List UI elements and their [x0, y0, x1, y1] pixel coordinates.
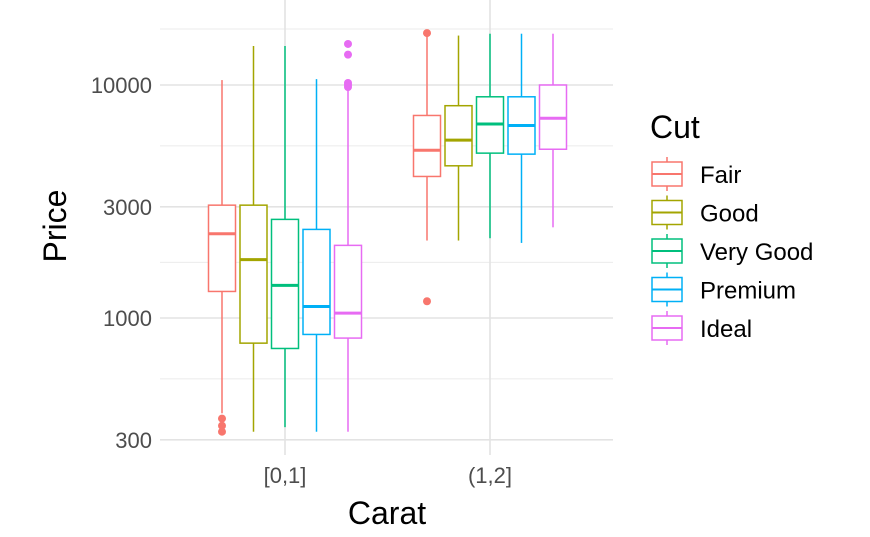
legend-item: Fair — [651, 157, 741, 191]
outlier-point — [423, 29, 431, 38]
iqr-box — [412, 114, 442, 178]
outlier-point — [344, 39, 352, 48]
iqr-box — [239, 204, 268, 344]
outlier-point — [218, 421, 226, 430]
outlier-point — [344, 50, 352, 59]
x-axis-title: Carat — [348, 495, 426, 531]
x-axis-ticks: [0,1] (1,2] — [264, 463, 512, 488]
iqr-box — [444, 104, 473, 167]
legend-title: Cut — [650, 109, 700, 145]
legend-label: Fair — [700, 162, 741, 189]
legend: Cut Fair Good Very Good Premium Ideal — [650, 109, 813, 345]
outlier-point — [218, 414, 226, 423]
legend-item: Good — [651, 195, 759, 230]
legend-label: Ideal — [700, 316, 752, 343]
box-premium — [302, 79, 331, 432]
box-fair — [412, 29, 442, 306]
x-tick-label: [0,1] — [264, 463, 307, 488]
y-tick-label: 10000 — [91, 73, 152, 98]
legend-item: Very Good — [651, 234, 813, 268]
legend-item: Premium — [651, 272, 796, 307]
box-very-good — [270, 46, 300, 428]
box-layer — [207, 29, 568, 436]
y-tick-label: 1000 — [103, 306, 152, 331]
y-axis-title: Price — [37, 190, 73, 263]
box-ideal — [538, 33, 568, 228]
box-good — [444, 35, 473, 241]
legend-item: Ideal — [651, 311, 752, 345]
box-very-good — [475, 33, 505, 239]
iqr-box — [333, 244, 363, 339]
y-axis-ticks: 300 1000 3000 10000 — [91, 73, 152, 453]
box-premium — [507, 33, 536, 243]
x-tick-label: (1,2] — [468, 463, 512, 488]
legend-label: Premium — [700, 278, 796, 305]
box-good — [239, 46, 268, 432]
outlier-point — [344, 78, 352, 87]
iqr-box — [302, 228, 331, 336]
box-fair — [207, 80, 237, 436]
legend-label: Good — [700, 201, 759, 228]
y-tick-label: 300 — [115, 428, 152, 453]
outlier-point — [423, 297, 431, 306]
legend-label: Very Good — [700, 239, 813, 266]
y-tick-label: 3000 — [103, 195, 152, 220]
iqr-box — [207, 204, 237, 293]
box-ideal — [333, 39, 363, 432]
outlier-point — [218, 427, 226, 436]
